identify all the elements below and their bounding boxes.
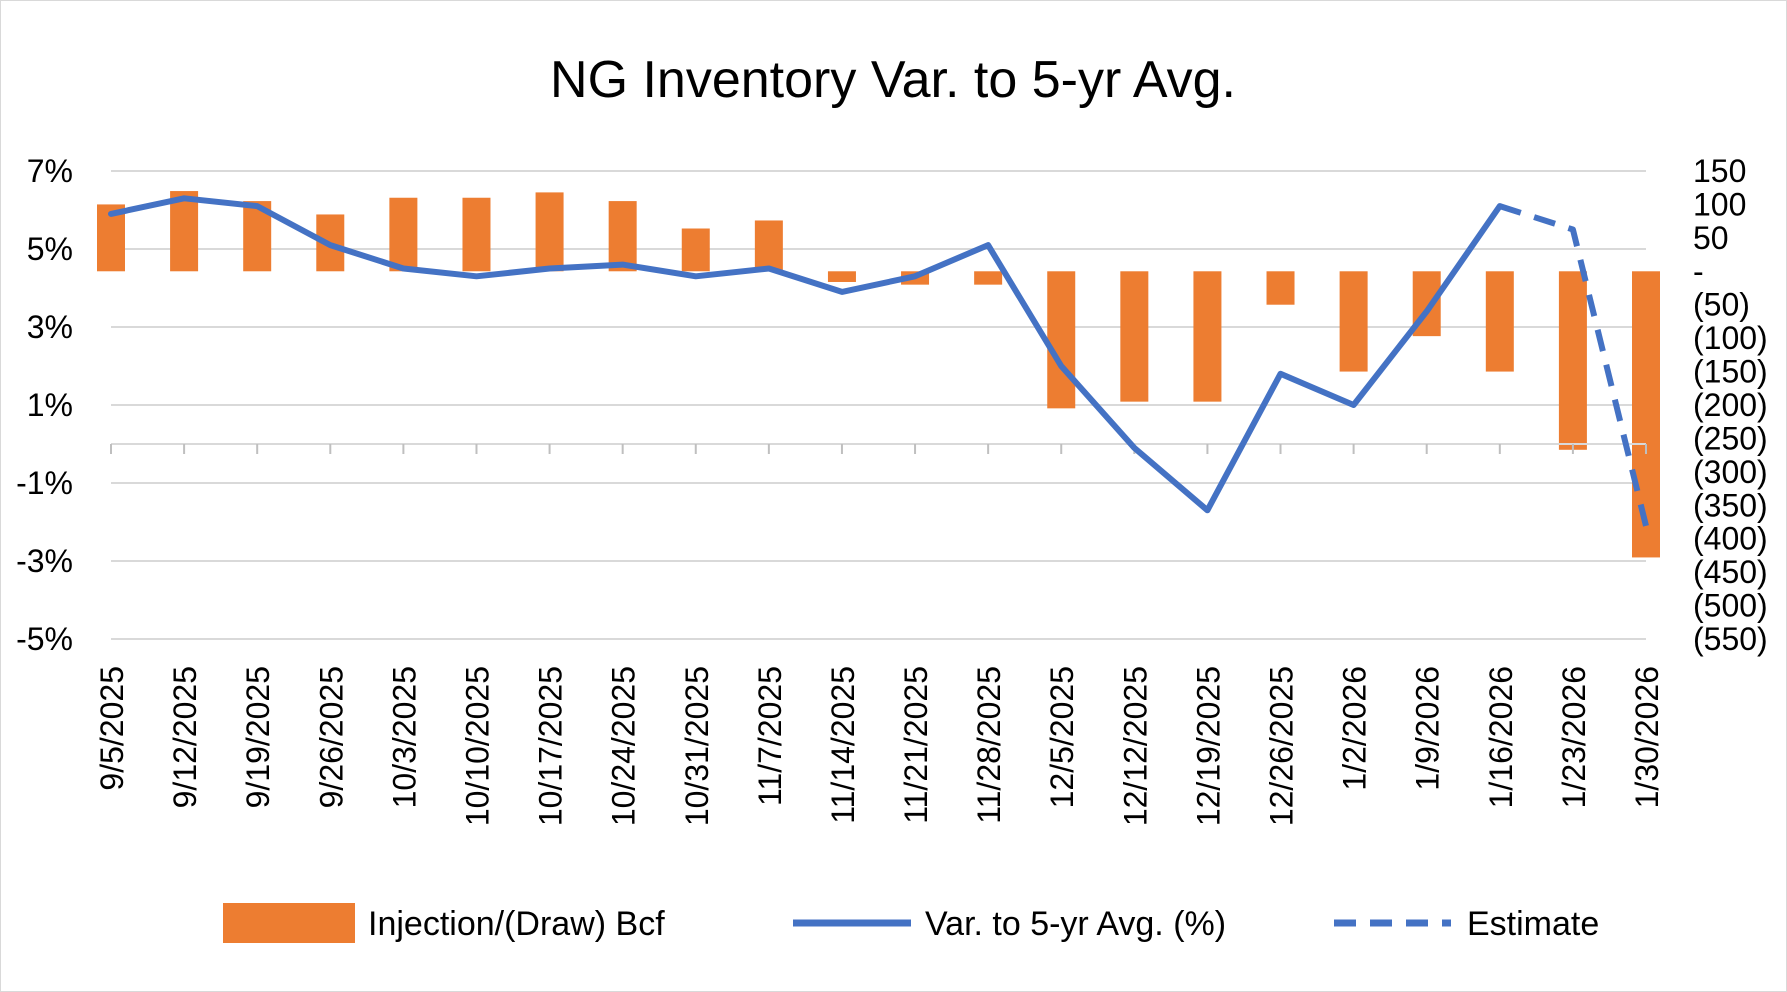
- bar: [974, 271, 1003, 285]
- right-tick-label: (500): [1693, 588, 1768, 624]
- legend: Injection/(Draw) Bcf Var. to 5-yr Avg. (%…: [223, 903, 1599, 943]
- right-tick-label: (50): [1693, 287, 1750, 323]
- x-tick-label: 12/12/2025: [1117, 666, 1153, 826]
- right-tick-label: (450): [1693, 554, 1768, 590]
- right-tick-label: (200): [1693, 387, 1768, 423]
- x-tick-label: 10/10/2025: [459, 666, 495, 826]
- left-y-axis: 7% 5% 3% 1% -1% -3% -5%: [16, 153, 73, 657]
- bar: [1047, 271, 1076, 409]
- bar: [535, 192, 564, 272]
- x-tick-label: 9/19/2025: [240, 666, 276, 808]
- legend-label: Estimate: [1467, 905, 1599, 943]
- x-tick-label: 12/5/2025: [1044, 666, 1080, 808]
- left-tick-label: 3%: [27, 309, 73, 345]
- bar: [681, 228, 710, 272]
- x-tick-label: 1/30/2026: [1629, 666, 1665, 808]
- bar: [1266, 271, 1295, 305]
- x-tick-label: 11/14/2025: [825, 666, 861, 824]
- left-tick-label: 1%: [27, 387, 73, 423]
- right-tick-label: 100: [1693, 186, 1746, 222]
- x-tick-label: 9/12/2025: [167, 666, 203, 808]
- x-tick-label: 12/26/2025: [1264, 666, 1300, 826]
- x-tick-label: 11/7/2025: [752, 666, 788, 806]
- bar-series: [97, 191, 1660, 558]
- legend-label: Injection/(Draw) Bcf: [368, 905, 665, 943]
- x-tick-label: 12/19/2025: [1190, 666, 1226, 826]
- line-series: [108, 195, 1649, 527]
- variance-line: [108, 195, 1503, 514]
- right-tick-label: (550): [1693, 621, 1768, 657]
- x-tick-label: 10/24/2025: [606, 666, 642, 826]
- right-tick-label: 150: [1693, 153, 1746, 189]
- left-tick-label: 5%: [27, 231, 73, 267]
- right-tick-label: (350): [1693, 487, 1768, 523]
- left-tick-label: -5%: [16, 621, 73, 657]
- x-tick-label: 10/31/2025: [679, 666, 715, 826]
- bar: [462, 197, 491, 272]
- bar: [1120, 271, 1149, 402]
- gridlines: [111, 170, 1646, 640]
- x-tick-label: 10/3/2025: [386, 666, 422, 808]
- bar: [389, 197, 418, 272]
- left-tick-label: -3%: [16, 543, 73, 579]
- bar: [608, 201, 637, 272]
- x-tick-label: 9/26/2025: [313, 666, 349, 808]
- bar: [1485, 271, 1514, 372]
- bar: [827, 271, 856, 282]
- right-tick-label: (150): [1693, 354, 1768, 390]
- x-tick-labels: 9/5/2025 9/12/2025 9/19/2025 9/26/2025 10/3/…: [94, 666, 1665, 826]
- bar: [1632, 271, 1660, 558]
- x-axis: [110, 443, 1647, 454]
- legend-swatch-bar: [223, 903, 355, 943]
- right-tick-label: (400): [1693, 521, 1768, 557]
- x-tick-label: 9/5/2025: [94, 666, 130, 791]
- x-tick-label: 1/23/2026: [1556, 666, 1592, 808]
- x-tick-label: 1/2/2026: [1337, 666, 1373, 791]
- right-tick-label: (300): [1693, 454, 1768, 490]
- x-tick-label: 10/17/2025: [533, 666, 569, 826]
- chart-title: NG Inventory Var. to 5-yr Avg.: [550, 51, 1236, 109]
- right-tick-label: -: [1693, 253, 1704, 289]
- legend-label: Var. to 5-yr Avg. (%): [925, 905, 1226, 943]
- bar: [1558, 271, 1587, 450]
- right-tick-label: 50: [1693, 220, 1729, 256]
- right-tick-label: (250): [1693, 420, 1768, 456]
- x-tick-label: 1/9/2026: [1410, 666, 1446, 791]
- bar: [754, 220, 783, 272]
- left-tick-label: 7%: [27, 153, 73, 189]
- x-tick-label: 11/28/2025: [971, 666, 1007, 824]
- x-tick-label: 1/16/2026: [1483, 666, 1519, 808]
- x-tick-label: 11/21/2025: [898, 666, 934, 824]
- left-tick-label: -1%: [16, 465, 73, 501]
- bar: [1193, 271, 1222, 402]
- right-y-axis: 15010050-(50)(100)(150)(200)(250)(300)(3…: [1693, 153, 1768, 657]
- bar: [1339, 271, 1368, 372]
- right-tick-label: (100): [1693, 320, 1768, 356]
- estimate-line: [1498, 203, 1649, 527]
- bar: [170, 191, 199, 272]
